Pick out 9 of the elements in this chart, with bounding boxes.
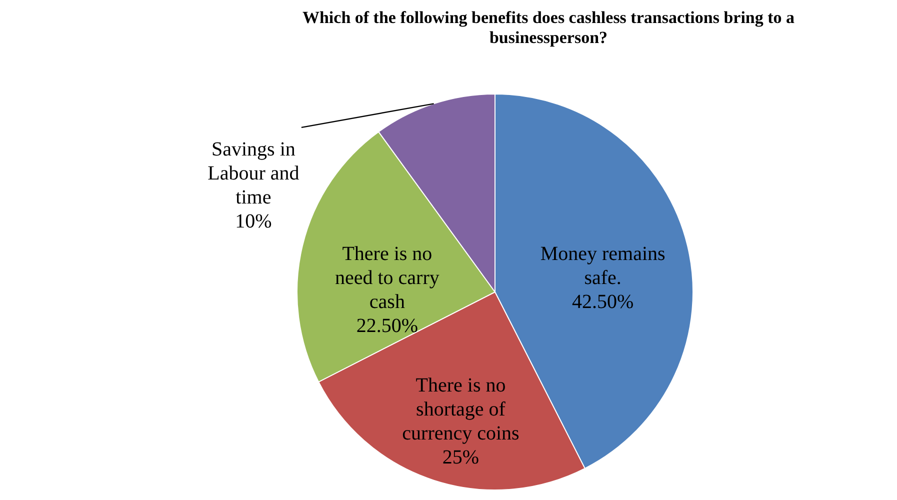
data-label: 25% <box>442 446 480 468</box>
slice-label: Savings in Labour and time <box>208 138 300 208</box>
data-label: 42.50% <box>572 291 634 314</box>
slice-label: Money remains safe. <box>540 243 666 290</box>
data-label: 22.50% <box>356 315 418 338</box>
slice-label: There is no shortage of currency coins <box>402 374 520 444</box>
chart-title: Which of the following benefits does cashless transactions bring to a businessperson? <box>302 8 796 47</box>
slice-label: There is no need to carry cash <box>334 243 440 314</box>
data-label: 10% <box>235 210 272 232</box>
